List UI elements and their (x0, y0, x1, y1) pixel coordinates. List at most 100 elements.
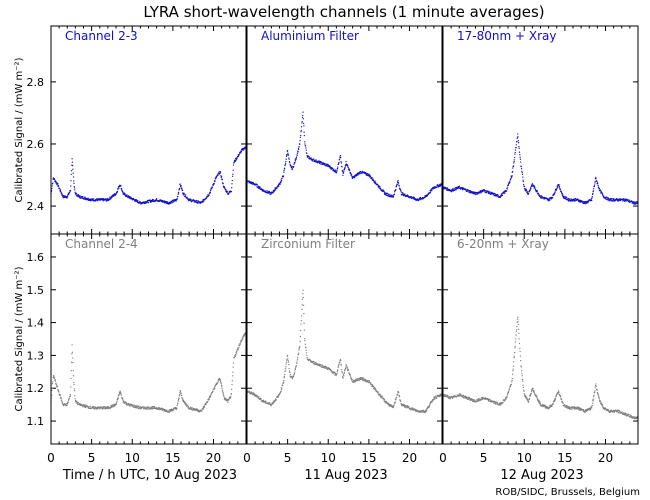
data-point (371, 176, 373, 179)
data-point (237, 348, 239, 351)
panel-frame (246, 25, 443, 235)
data-point (304, 145, 307, 147)
data-point (222, 392, 224, 394)
data-point (306, 152, 308, 155)
data-point (297, 147, 300, 150)
data-point (359, 173, 361, 175)
data-point (232, 169, 234, 171)
data-point (623, 414, 626, 416)
data-point (538, 194, 540, 196)
data-point (512, 368, 514, 370)
data-point (288, 158, 290, 160)
data-point (400, 191, 402, 193)
data-point (346, 165, 349, 167)
data-point (144, 406, 146, 408)
data-point (213, 182, 215, 184)
data-point (278, 394, 281, 396)
data-point (70, 377, 72, 380)
x-tick-label: 5 (88, 451, 96, 465)
data-point (288, 363, 290, 366)
data-point (453, 189, 456, 191)
data-point (525, 189, 528, 192)
data-point (559, 188, 562, 191)
data-point (51, 387, 53, 389)
data-point (302, 114, 304, 117)
data-point (231, 375, 234, 377)
data-point (577, 406, 579, 408)
data-point (554, 399, 556, 401)
data-point (74, 191, 76, 193)
data-point (185, 194, 187, 196)
data-point (74, 189, 76, 191)
data-point (264, 402, 266, 404)
data-point (379, 187, 382, 189)
data-point (288, 370, 291, 372)
data-point (169, 203, 171, 205)
data-point (167, 203, 170, 205)
data-point (238, 155, 240, 157)
data-point (481, 398, 484, 400)
data-point (345, 160, 347, 163)
data-point (517, 136, 519, 138)
data-point (286, 359, 288, 361)
data-point (240, 340, 243, 343)
data-point (381, 396, 384, 398)
data-point (251, 392, 253, 394)
data-point (517, 320, 519, 323)
data-point (180, 392, 182, 394)
data-point (231, 187, 233, 189)
data-point (396, 183, 398, 185)
data-point (294, 160, 297, 162)
data-point (301, 298, 304, 300)
data-point (122, 190, 124, 193)
data-point (636, 418, 638, 420)
data-point (282, 175, 285, 177)
data-point (232, 371, 234, 373)
data-point (592, 190, 595, 192)
data-point (279, 183, 281, 185)
data-point (240, 150, 243, 153)
data-point (522, 180, 525, 183)
data-point (520, 161, 522, 163)
data-point (117, 397, 119, 399)
panel-frame (442, 233, 639, 445)
data-point (494, 401, 496, 403)
channel-label: Channel 2-4 (65, 237, 138, 251)
data-point (51, 383, 54, 385)
data-point (182, 194, 185, 196)
data-point (374, 386, 376, 389)
data-point (593, 394, 595, 397)
data-point (137, 200, 139, 202)
data-point (527, 400, 530, 402)
data-point (73, 180, 75, 182)
data-point (394, 401, 396, 403)
data-point (193, 408, 195, 410)
data-point (552, 197, 554, 199)
data-point (403, 404, 405, 406)
data-point (343, 371, 346, 374)
data-point (281, 387, 283, 389)
data-point (612, 200, 614, 202)
data-point (70, 185, 72, 187)
data-point (604, 407, 607, 409)
data-point (593, 185, 595, 187)
data-point (91, 199, 93, 201)
data-point (300, 126, 303, 128)
data-point (234, 355, 236, 357)
data-point (168, 411, 171, 413)
data-point (379, 185, 381, 188)
data-point (138, 405, 140, 407)
data-point (495, 401, 497, 403)
data-point (293, 375, 295, 377)
data-point (512, 167, 514, 169)
data-point (400, 400, 402, 402)
data-point (528, 398, 531, 400)
date-label-day3: 12 Aug 2023 (500, 468, 583, 483)
channel-label: 6-20nm + Xray (457, 237, 549, 251)
data-point (302, 122, 305, 125)
data-point (299, 143, 301, 145)
data-point (557, 390, 560, 392)
data-point (519, 350, 521, 353)
series-6-20nm-xray (442, 234, 639, 444)
data-point (506, 395, 508, 397)
